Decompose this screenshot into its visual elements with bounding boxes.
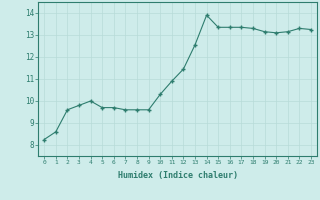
X-axis label: Humidex (Indice chaleur): Humidex (Indice chaleur) — [118, 171, 238, 180]
